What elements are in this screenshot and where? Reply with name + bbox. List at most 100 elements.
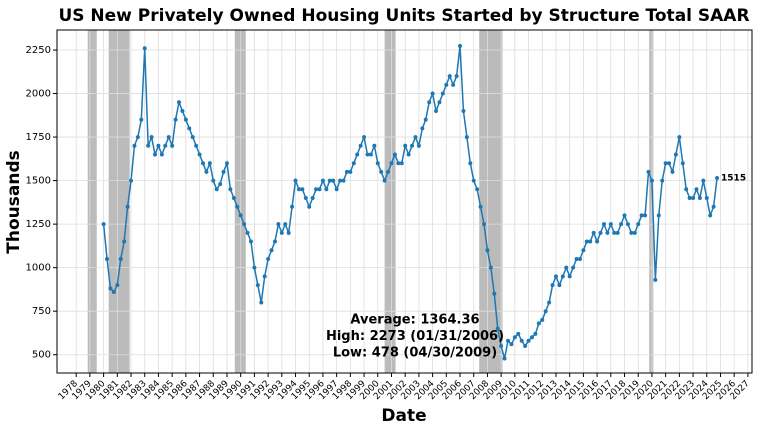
series-marker (540, 317, 545, 322)
series-marker (146, 143, 151, 148)
series-marker (427, 100, 432, 105)
plot-frame (56, 29, 753, 374)
series-marker (399, 161, 404, 166)
series-marker (170, 143, 175, 148)
series-marker (221, 169, 226, 174)
stats-annotation: Low: 478 (04/30/2009) (333, 346, 497, 361)
series-marker (159, 152, 164, 157)
series-marker (458, 44, 463, 49)
series-marker (327, 178, 332, 183)
series-marker (331, 178, 336, 183)
series-marker (262, 274, 267, 279)
series-marker (283, 222, 288, 227)
series-marker (351, 161, 356, 166)
series-marker (615, 230, 620, 235)
series-marker (362, 135, 367, 140)
series-marker (392, 152, 397, 157)
series-marker (571, 265, 576, 270)
series-marker (670, 169, 675, 174)
series-marker (293, 178, 298, 183)
series-marker (451, 82, 456, 87)
series-marker (667, 161, 672, 166)
series-marker (691, 196, 696, 201)
series-marker (218, 182, 223, 187)
series-marker (622, 213, 627, 218)
series-marker (403, 143, 408, 148)
series-marker (211, 178, 216, 183)
series-marker (461, 108, 466, 113)
series-marker (156, 143, 161, 148)
series-marker (149, 135, 154, 140)
series-marker (187, 126, 192, 131)
series-marker (115, 283, 120, 288)
series-marker (715, 175, 720, 180)
series-marker (636, 222, 641, 227)
series-marker (444, 82, 449, 87)
series-marker (557, 283, 562, 288)
series-marker (629, 230, 634, 235)
series-marker (197, 152, 202, 157)
series-marker (224, 161, 229, 166)
series-marker (279, 230, 284, 235)
series-marker (687, 196, 692, 201)
series-marker (303, 196, 308, 201)
series-marker (553, 274, 558, 279)
series-marker (379, 169, 384, 174)
series-marker (255, 283, 260, 288)
y-tick-label: 2000 (26, 89, 51, 100)
recession-band (479, 30, 503, 373)
series-marker (482, 222, 487, 227)
series-marker (434, 108, 439, 113)
y-tick-label: 1750 (26, 132, 51, 143)
series-marker (341, 178, 346, 183)
series-marker (509, 342, 514, 347)
series-marker (300, 187, 305, 192)
series-marker (454, 74, 459, 79)
series-marker (163, 143, 168, 148)
series-marker (588, 239, 593, 244)
series-marker (207, 161, 212, 166)
series-marker (406, 152, 411, 157)
series-marker (317, 187, 322, 192)
series-marker (307, 204, 312, 209)
y-axis-label: Thousands (4, 150, 24, 253)
series-marker (560, 274, 565, 279)
series-marker (368, 152, 373, 157)
series-marker (485, 248, 490, 253)
series-marker (619, 222, 624, 227)
series-marker (492, 291, 497, 296)
series-marker (173, 117, 178, 122)
series-marker (529, 335, 534, 340)
series-marker (242, 222, 247, 227)
y-tick-label: 500 (32, 350, 51, 361)
series-marker (612, 230, 617, 235)
series-marker (276, 222, 281, 227)
series-marker (413, 135, 418, 140)
series-marker (166, 135, 171, 140)
series-marker (464, 135, 469, 140)
series-marker (684, 187, 689, 192)
series-marker (272, 239, 277, 244)
series-marker (153, 152, 158, 157)
series-marker (183, 117, 188, 122)
series-marker (697, 196, 702, 201)
series-marker (122, 239, 127, 244)
series-marker (704, 196, 709, 201)
series-marker (135, 135, 140, 140)
series-marker (440, 91, 445, 96)
series-marker (348, 169, 353, 174)
series-marker (656, 213, 661, 218)
series-marker (245, 230, 250, 235)
series-marker (581, 248, 586, 253)
y-tick-label: 1000 (26, 263, 51, 274)
recession-band (87, 30, 97, 373)
y-tick-label: 2250 (26, 45, 51, 56)
series-marker (416, 143, 421, 148)
series-marker (386, 169, 391, 174)
series-marker (129, 178, 134, 183)
series-marker (269, 248, 274, 253)
series-marker (180, 108, 185, 113)
series-marker (334, 187, 339, 192)
series-marker (632, 230, 637, 235)
